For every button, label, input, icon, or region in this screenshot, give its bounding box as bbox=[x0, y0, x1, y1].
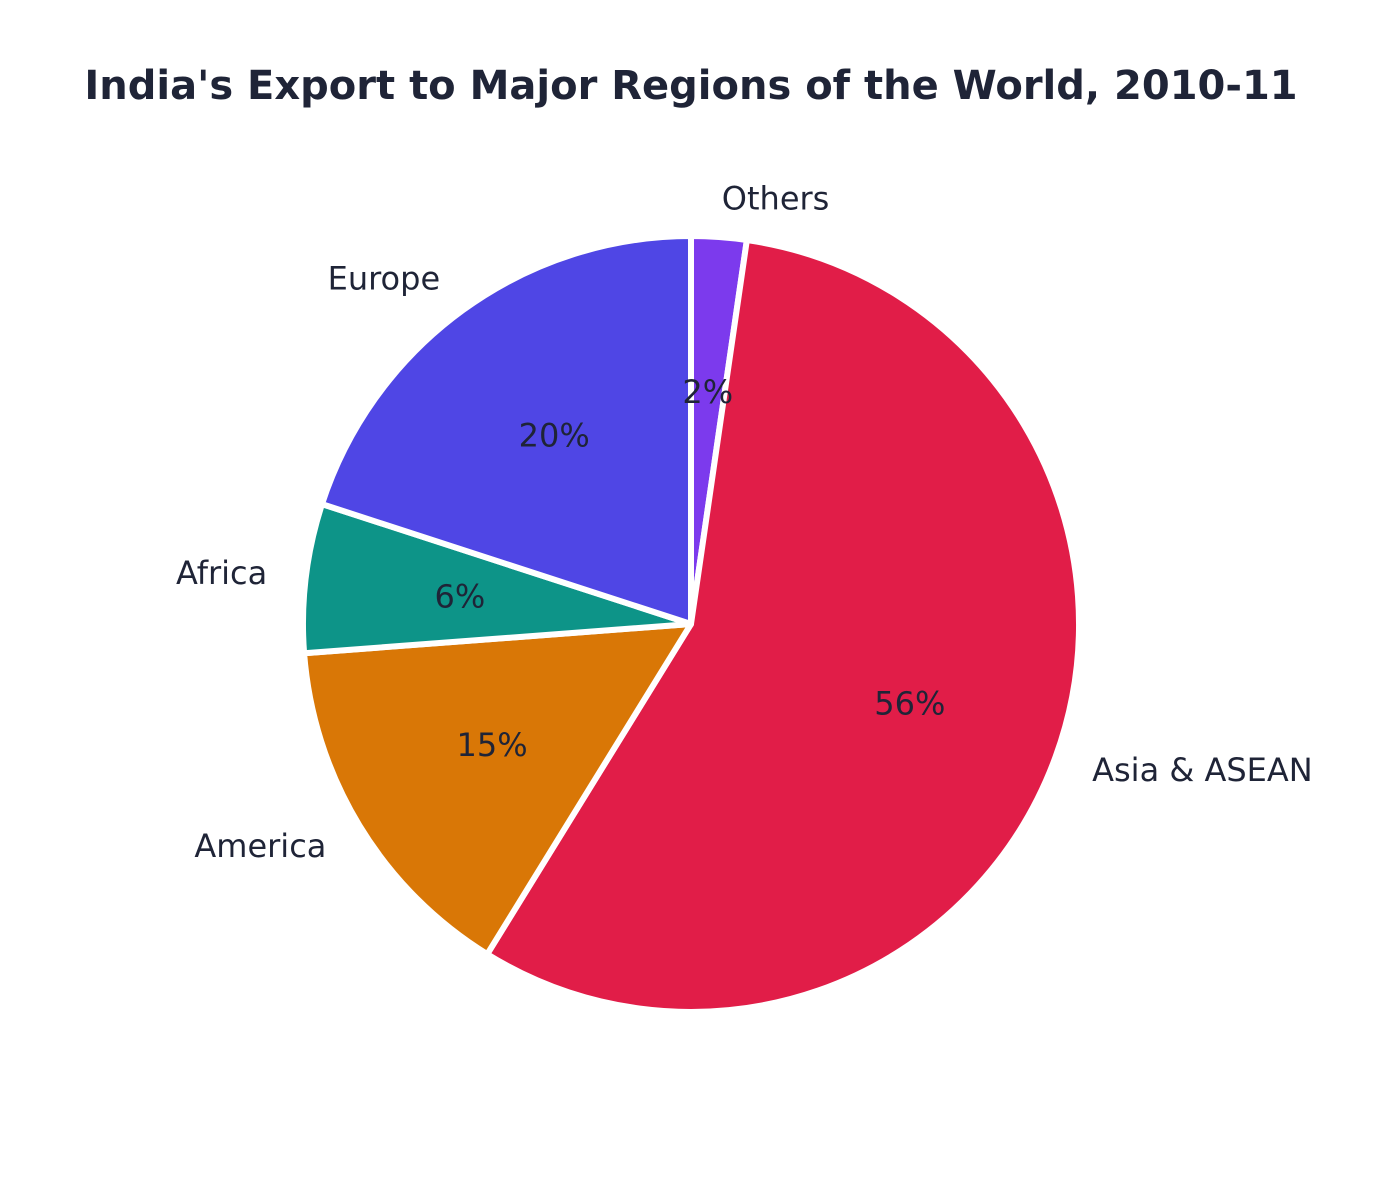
pct-label-asia-asean: 56% bbox=[874, 685, 945, 723]
slice-label-others: Others bbox=[722, 179, 830, 217]
pie-labels: Others 2% Asia & ASEAN 56% America 15% Africa 6… bbox=[176, 179, 1313, 865]
pie-slice-asia-asean bbox=[484, 237, 1082, 1015]
pct-label-europe: 20% bbox=[519, 417, 590, 455]
slice-label-europe: Europe bbox=[328, 260, 441, 298]
pie-slice-africa bbox=[300, 501, 694, 657]
pct-label-africa: 6% bbox=[434, 577, 485, 615]
slice-label-asia-asean: Asia & ASEAN bbox=[1092, 751, 1313, 789]
pie-slice-europe bbox=[318, 233, 694, 627]
slice-label-america: America bbox=[194, 827, 326, 865]
chart-title: India's Export to Major Regions of the W… bbox=[84, 63, 1297, 109]
pie-slice-america bbox=[301, 621, 694, 958]
pct-label-america: 15% bbox=[457, 726, 528, 764]
pct-label-others: 2% bbox=[682, 373, 733, 411]
pie-slices bbox=[300, 233, 1082, 1015]
slice-label-africa: Africa bbox=[176, 554, 267, 592]
